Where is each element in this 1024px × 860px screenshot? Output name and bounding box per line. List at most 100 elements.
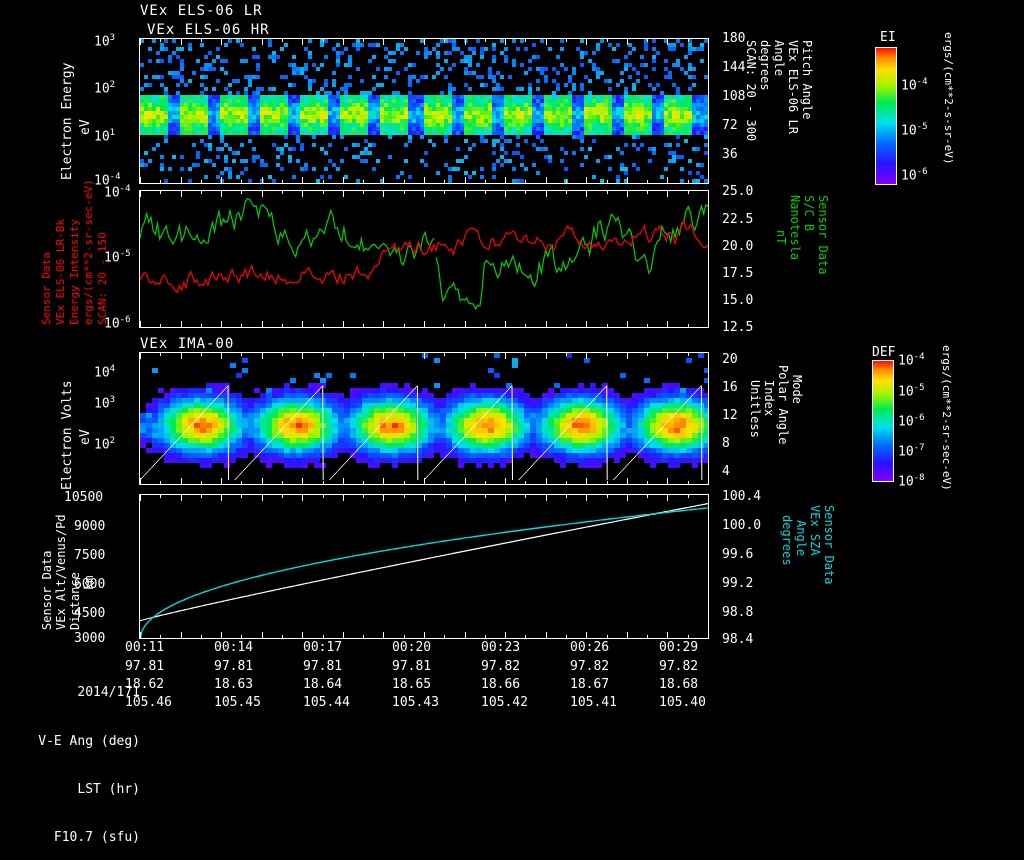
panel3-right-label-1: Polar Angle <box>776 365 790 445</box>
panel3-ytick-0: 104 <box>94 364 116 381</box>
panel3-right-label-0: Mode <box>790 375 804 404</box>
panel4-left-label-1: VEx Alt/Venus/Pd <box>54 514 68 630</box>
panel4-right-label-2: Angle <box>794 520 808 557</box>
panel2-right-label-1: S/C B <box>802 195 816 232</box>
panel4-rtick-1: 100.0 <box>722 518 762 533</box>
panel1-right-label-3: degrees <box>758 40 772 91</box>
panel4-ytick-5: 3000 <box>74 631 106 646</box>
table-cell-f107-0: 105.46 <box>125 695 172 710</box>
panel3-right-label-3: Unitless <box>748 380 762 438</box>
panel1-plot-area[interactable] <box>139 38 709 184</box>
panel1-rtick-36: 36 <box>722 147 738 162</box>
panel3-ytick-2: 102 <box>94 436 116 453</box>
table-cell-ve_ang-2: 97.81 <box>303 659 343 674</box>
panel4-ytick-0: 10500 <box>64 490 104 505</box>
table-cell-ve_ang-5: 97.82 <box>570 659 610 674</box>
panel2-right-label-0: Sensor Data <box>816 195 830 275</box>
table-cell-f107-6: 105.40 <box>659 695 706 710</box>
panel3-rtick-2: 12 <box>722 408 738 423</box>
table-cell-ve_ang-4: 97.82 <box>481 659 521 674</box>
panel1-colorbar-title: EI <box>880 30 896 45</box>
panel1-cbtick-1: 10-5 <box>901 122 928 139</box>
panel2-rtick-5: 12.5 <box>722 320 754 335</box>
panel1-left-axis-units: eV <box>78 119 93 135</box>
panel3-cbtick-2: 10-6 <box>898 413 925 430</box>
panel2-ytick-2: 10-6 <box>104 315 131 332</box>
panel2-right-label-2: Nanotesla <box>788 195 802 261</box>
panel2-left-label-0: Sensor Data <box>40 252 53 325</box>
panel4-rtick-2: 99.6 <box>722 547 754 562</box>
panel3-rtick-1: 16 <box>722 380 738 395</box>
table-cell-lst-5: 18.67 <box>570 677 610 692</box>
panel4-rtick-4: 98.8 <box>722 605 754 620</box>
panel3-cbtick-0: 10-4 <box>898 352 925 369</box>
table-cell-f107-1: 105.45 <box>214 695 261 710</box>
table-cell-lst-1: 18.63 <box>214 677 254 692</box>
table-cell-time-4: 00:23 <box>481 640 521 655</box>
panel3-plot-area[interactable] <box>139 352 709 485</box>
panel1-right-label-2: Angle <box>772 40 786 77</box>
panel4-rtick-5: 98.4 <box>722 632 754 647</box>
table-row-label-lst: LST (hr) <box>77 782 140 797</box>
panel1-rtick-108: 108 <box>722 89 746 104</box>
panel3-title: VEx IMA-00 <box>140 336 235 352</box>
panel3-cbtick-3: 10-7 <box>898 443 925 460</box>
panel2-rtick-0: 25.0 <box>722 184 754 199</box>
table-cell-f107-2: 105.44 <box>303 695 350 710</box>
panel4-right-label-0: Sensor Data <box>822 505 836 585</box>
panel3-rtick-0: 20 <box>722 352 738 367</box>
panel1-rtick-180: 180 <box>722 31 746 46</box>
table-cell-time-3: 00:20 <box>392 640 432 655</box>
table-cell-lst-3: 18.65 <box>392 677 432 692</box>
table-cell-time-0: 00:11 <box>125 640 165 655</box>
panel1-title-lr: VEx ELS-06 LR <box>140 3 263 19</box>
panel3-left-axis-label: Electron Volts <box>60 380 75 490</box>
panel3-cbtick-1: 10-5 <box>898 383 925 400</box>
panel1-colorbar <box>875 47 897 185</box>
panel4-right-label-1: VEx SZA <box>808 505 822 556</box>
panel4-ytick-3: 6000 <box>74 577 106 592</box>
panel3-colorbar-units: ergs/(cm**2-sr-sec-eV) <box>940 345 953 491</box>
panel2-left-label-2: Energy Intensity <box>68 219 81 325</box>
panel2-rtick-3: 17.5 <box>722 266 754 281</box>
table-row-label-veang: V-E Ang (deg) <box>38 734 140 749</box>
panel2-rtick-2: 20.0 <box>722 239 754 254</box>
table-cell-ve_ang-0: 97.81 <box>125 659 165 674</box>
panel4-ytick-4: 4500 <box>74 606 106 621</box>
panel1-title-hr: VEx ELS-06 HR <box>147 22 270 38</box>
panel3-ytick-1: 103 <box>94 395 116 412</box>
panel4-right-label-3: degrees <box>780 515 794 566</box>
table-cell-time-6: 00:29 <box>659 640 699 655</box>
panel4-ytick-1: 9000 <box>74 519 106 534</box>
panel1-right-label-0: Pitch Angle <box>800 40 814 120</box>
panel1-ytick-100: 102 <box>94 80 116 97</box>
table-cell-time-5: 00:26 <box>570 640 610 655</box>
panel1-ytick-1000: 103 <box>94 33 116 50</box>
panel4-plot-area[interactable] <box>139 494 709 639</box>
table-cell-ve_ang-1: 97.81 <box>214 659 254 674</box>
table-cell-time-2: 00:17 <box>303 640 343 655</box>
panel1-right-label-1: VEx ELS-06 LR <box>786 40 800 134</box>
table-cell-time-1: 00:14 <box>214 640 254 655</box>
panel1-cbtick-0: 10-4 <box>901 77 928 94</box>
table-cell-lst-2: 18.64 <box>303 677 343 692</box>
panel1-ytick-bottom: 10-4 <box>94 172 121 189</box>
panel3-rtick-4: 4 <box>722 464 730 479</box>
panel1-rtick-72: 72 <box>722 118 738 133</box>
panel4-rtick-0: 100.4 <box>722 489 762 504</box>
panel3-cbtick-4: 10-8 <box>898 473 925 490</box>
table-cell-ve_ang-3: 97.81 <box>392 659 432 674</box>
panel1-colorbar-units: ergs/(cm**2-s-sr-eV) <box>942 32 955 165</box>
panel4-rtick-3: 99.2 <box>722 576 754 591</box>
panel2-plot-area[interactable] <box>139 190 709 328</box>
table-cell-ve_ang-6: 97.82 <box>659 659 699 674</box>
panel3-colorbar <box>872 360 894 482</box>
panel2-left-label-3: ergs/(cm**2-sr-sec-eV) <box>82 179 95 325</box>
panel2-ytick-0: 10-4 <box>104 184 131 201</box>
panel1-rtick-144: 144 <box>722 60 746 75</box>
panel2-left-label-1: VEx ELS-06 LR-Bk <box>54 219 67 325</box>
table-row-label-f107: F10.7 (sfu) <box>53 830 140 845</box>
table-cell-lst-0: 18.62 <box>125 677 165 692</box>
panel3-left-axis-units: eV <box>78 429 93 445</box>
table-cell-f107-3: 105.43 <box>392 695 439 710</box>
